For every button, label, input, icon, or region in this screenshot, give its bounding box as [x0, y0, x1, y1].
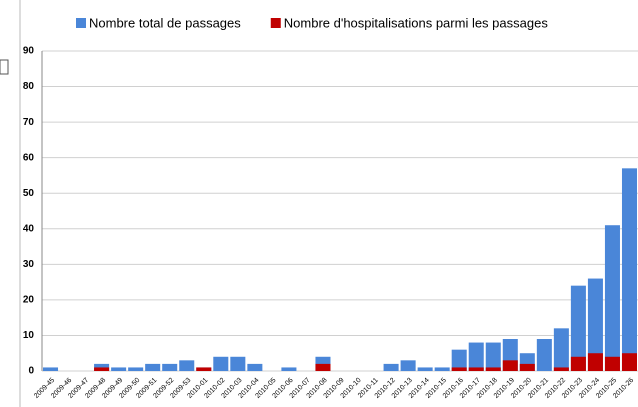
y-tick-label: 40	[23, 223, 35, 234]
y-tick-label: 0	[28, 366, 34, 377]
bar	[94, 367, 110, 371]
y-tick-label: 20	[23, 295, 35, 306]
bar	[247, 363, 263, 371]
bar	[604, 356, 620, 371]
bar	[468, 367, 484, 371]
side-box	[0, 59, 9, 75]
bar	[230, 356, 246, 371]
y-tick-label: 90	[23, 46, 35, 57]
bar	[179, 360, 195, 371]
bar	[111, 367, 127, 371]
bar	[519, 363, 535, 371]
bar	[604, 225, 620, 371]
bar	[485, 367, 501, 371]
y-tick-label: 50	[23, 188, 35, 199]
bar	[43, 367, 59, 371]
y-tick-label: 60	[23, 152, 35, 163]
bar	[587, 278, 603, 371]
bar	[417, 367, 433, 371]
bar	[553, 328, 569, 371]
bar	[536, 339, 552, 371]
bar	[162, 363, 178, 371]
y-tick-label: 70	[23, 117, 35, 128]
legend-swatch	[76, 18, 86, 28]
bar	[315, 363, 331, 371]
bar	[621, 353, 637, 371]
bar	[281, 367, 297, 371]
legend-swatch	[270, 18, 281, 28]
bar	[621, 168, 637, 371]
bar	[213, 356, 229, 371]
y-tick-label: 80	[23, 81, 35, 92]
legend-label: Nombre d'hospitalisations parmi les pass…	[284, 15, 549, 30]
legend-label: Nombre total de passages	[89, 15, 241, 30]
y-tick-label: 10	[23, 330, 35, 341]
bar	[468, 342, 484, 371]
bar	[570, 285, 586, 371]
bar	[502, 360, 518, 371]
bar	[553, 367, 569, 371]
bar	[128, 367, 144, 371]
bar	[451, 367, 467, 371]
bar	[451, 349, 467, 371]
bar	[570, 356, 586, 371]
bar	[196, 367, 212, 371]
bar	[587, 353, 603, 371]
y-tick-label: 30	[23, 259, 35, 270]
bar	[434, 367, 450, 371]
bar	[400, 360, 416, 371]
legend: Nombre total de passages Nombre d'hospita…	[76, 15, 548, 30]
bar	[145, 363, 161, 371]
bar	[383, 363, 399, 371]
bar	[485, 342, 501, 371]
